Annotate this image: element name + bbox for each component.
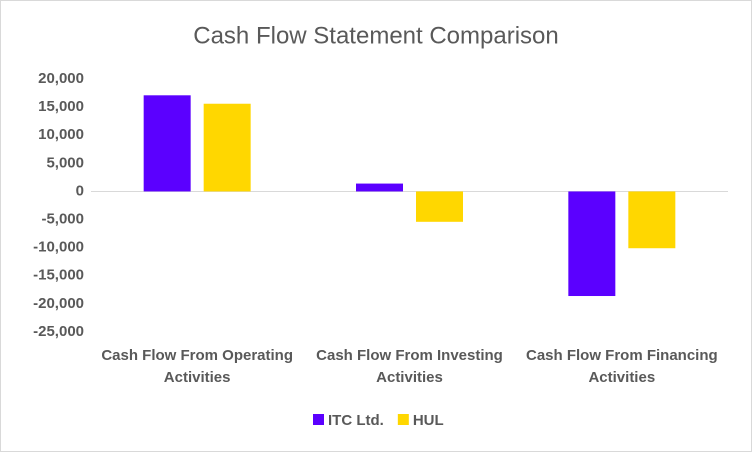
x-tick-label: Cash Flow From Financing Activities xyxy=(525,347,718,386)
bar xyxy=(568,191,616,297)
bar xyxy=(203,103,251,192)
y-tick-label: -15,000 xyxy=(33,267,84,284)
legend-label: HUL xyxy=(413,412,444,429)
bar xyxy=(143,95,191,192)
y-tick-label: 10,000 xyxy=(38,126,84,143)
x-tick-label: Cash Flow From Investing Activities xyxy=(316,347,503,386)
y-tick-label: -20,000 xyxy=(33,295,84,312)
y-tick-label: 0 xyxy=(76,182,84,199)
y-tick-label: 20,000 xyxy=(38,70,84,87)
y-tick-label: -25,000 xyxy=(33,323,84,340)
y-tick-label: 5,000 xyxy=(46,154,84,171)
bar xyxy=(628,191,676,249)
legend-label: ITC Ltd. xyxy=(328,412,384,429)
legend-swatch xyxy=(313,414,324,425)
y-tick-label: -10,000 xyxy=(33,239,84,256)
chart-title: Cash Flow Statement Comparison xyxy=(193,22,558,49)
y-tick-label: 15,000 xyxy=(38,98,84,115)
bar xyxy=(416,191,463,222)
bar xyxy=(356,183,403,192)
legend-swatch xyxy=(397,414,409,425)
y-tick-label: -5,000 xyxy=(41,211,84,228)
x-tick-label: Cash Flow From Operating Activities xyxy=(101,347,293,386)
